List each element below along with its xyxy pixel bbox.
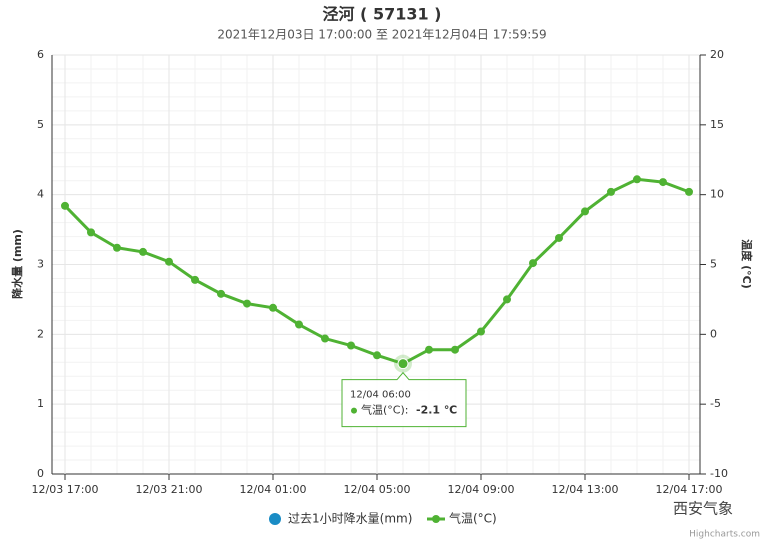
credits: Highcharts.com xyxy=(689,530,760,540)
point xyxy=(397,358,409,370)
chart-title: 泾河 ( 57131 ) xyxy=(322,5,441,24)
point xyxy=(633,175,641,184)
point xyxy=(191,275,199,284)
watermark: 西安气象 xyxy=(673,500,733,518)
point xyxy=(555,233,563,242)
point xyxy=(87,228,95,237)
tooltip-label: 12/04 06:00 xyxy=(350,390,411,401)
point xyxy=(529,259,537,268)
point xyxy=(607,187,615,196)
tooltip-box xyxy=(341,371,467,428)
y2-tick-label: 5 xyxy=(710,258,717,271)
point xyxy=(685,187,693,196)
y-tick-label: 4 xyxy=(37,188,44,201)
point xyxy=(139,247,147,256)
y-tick-label: 1 xyxy=(37,397,44,410)
y2-tick-label: -5 xyxy=(710,397,721,410)
point xyxy=(477,327,485,336)
point xyxy=(581,207,589,216)
y-tick-label: 0 xyxy=(37,467,44,480)
x-tick-label: 12/03 21:00 xyxy=(136,483,203,496)
y-tick-label: 2 xyxy=(37,327,44,340)
y2-tick-label: 15 xyxy=(710,118,724,131)
y-tick-label: 6 xyxy=(37,48,44,61)
point xyxy=(503,295,511,304)
point xyxy=(321,334,329,343)
y-tick-label: 5 xyxy=(37,118,44,131)
legend-symbol xyxy=(269,513,281,525)
point xyxy=(373,351,381,360)
tooltip-dot xyxy=(351,407,357,414)
point xyxy=(659,178,667,187)
point xyxy=(451,345,459,354)
x-tick-label: 12/03 17:00 xyxy=(32,483,99,496)
point xyxy=(347,341,355,350)
point xyxy=(425,345,433,354)
point xyxy=(243,299,251,308)
legend-label: 气温(°C) xyxy=(449,511,497,526)
point xyxy=(61,201,69,210)
y2-tick-label: 20 xyxy=(710,48,724,61)
point xyxy=(269,303,277,312)
legend-label: 过去1小时降水量(mm) xyxy=(288,512,412,526)
y2-tick-label: 0 xyxy=(710,327,717,340)
x-tick-label: 12/04 17:00 xyxy=(656,483,723,496)
point xyxy=(295,320,303,329)
tooltip-value: -2.1 ℃ xyxy=(416,404,457,417)
x-tick-label: 12/04 13:00 xyxy=(552,483,619,496)
point xyxy=(113,243,121,252)
x-tick-label: 12/04 01:00 xyxy=(240,483,307,496)
y2-axis-title: 温度 (°C) xyxy=(740,239,754,288)
legend-symbol xyxy=(432,515,440,523)
chart-subtitle: 2021年12月03日 17:00:00 至 2021年12月04日 17:59… xyxy=(217,28,546,42)
point xyxy=(217,289,225,298)
tooltip-series: 气温(°C): xyxy=(361,403,408,417)
x-tick-label: 12/04 09:00 xyxy=(448,483,515,496)
y2-tick-label: -10 xyxy=(710,467,728,480)
y-tick-label: 3 xyxy=(37,258,44,271)
point xyxy=(165,257,173,266)
y2-tick-label: 10 xyxy=(710,188,724,201)
x-tick-label: 12/04 05:00 xyxy=(344,483,411,496)
y-axis-title: 降水量 (mm) xyxy=(10,229,24,299)
